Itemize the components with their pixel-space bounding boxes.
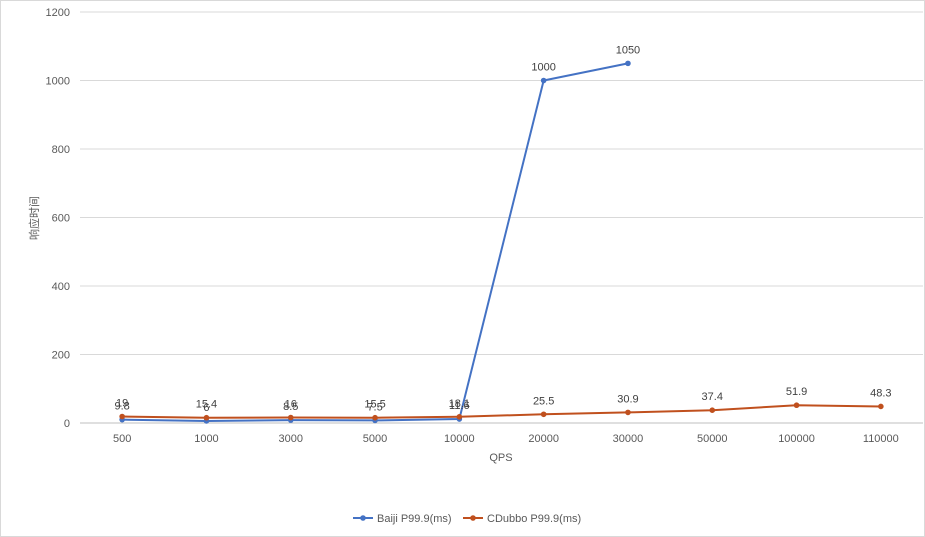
x-tick-label: 110000: [863, 433, 899, 445]
data-point: [372, 414, 378, 421]
y-tick-label: 1000: [46, 76, 70, 88]
data-label: 30.9: [617, 393, 638, 405]
x-tick-label: 3000: [279, 433, 303, 445]
data-label: 1050: [616, 44, 640, 56]
legend-label: Baiji P99.9(ms): [377, 513, 452, 525]
x-axis-ticks: 500 1000 3000 5000 10000 20000 30000 50000 10000…: [113, 433, 899, 445]
x-tick-label: 100000: [778, 433, 815, 445]
x-tick-label: 20000: [528, 433, 559, 445]
x-tick-label: 5000: [363, 433, 387, 445]
data-point: [625, 409, 631, 416]
data-point: [540, 411, 547, 418]
data-label: 19: [116, 397, 128, 409]
series-line-0: [122, 62, 629, 422]
data-point: [793, 402, 800, 409]
x-tick-label: 50000: [697, 433, 728, 445]
data-point: [287, 414, 294, 421]
legend-marker: [470, 515, 476, 521]
data-point: [119, 413, 125, 420]
data-label: 6: [203, 402, 209, 414]
data-label: 16: [285, 399, 297, 411]
legend-label: CDubbo P99.9(ms): [487, 513, 581, 525]
y-tick-label: 400: [52, 281, 70, 293]
y-tick-label: 800: [52, 144, 70, 156]
data-label: 15.4: [196, 399, 217, 411]
y-tick-label: 200: [52, 350, 70, 362]
x-axis-title: QPS: [489, 452, 512, 464]
legend-marker: [360, 515, 366, 521]
data-label: 51.9: [786, 386, 807, 398]
data-label: 37.4: [702, 391, 723, 403]
data-point: [878, 403, 884, 410]
data-point: [540, 77, 547, 84]
data-point: [456, 414, 463, 420]
data-point: [709, 407, 716, 413]
x-tick-label: 10000: [444, 433, 475, 445]
data-label: 11.6: [449, 400, 470, 412]
y-tick-label: 600: [52, 213, 70, 225]
x-tick-label: 500: [113, 433, 131, 445]
x-tick-label: 30000: [613, 433, 644, 445]
data-label: 9.8: [115, 401, 130, 413]
y-tick-label: 1200: [46, 7, 70, 19]
gridlines: [80, 11, 923, 424]
data-label: 25.5: [533, 395, 554, 407]
data-labels: 9.8 6 8.5 7.5 11.6 1000 1050 19 15.4 16 15.5 18.1 25…: [115, 44, 892, 414]
data-label: 8.5: [283, 401, 298, 413]
x-tick-label: 1000: [194, 433, 218, 445]
data-label: 15.5: [364, 399, 385, 411]
legend: Baiji P99.9(ms) CDubbo P99.9(ms): [353, 513, 581, 525]
series-line-1: [122, 404, 881, 419]
y-axis-ticks: 0 200 400 600 800 1000 1200: [46, 7, 70, 430]
data-point: [203, 414, 210, 421]
y-axis-title: 响应时间: [27, 196, 41, 240]
y-tick-label: 0: [64, 418, 70, 430]
series-group: [119, 60, 884, 424]
data-label: 18.1: [449, 398, 470, 410]
data-label: 1000: [531, 62, 555, 74]
data-point: [625, 60, 631, 67]
data-label: 48.3: [870, 387, 891, 399]
data-label: 7.5: [367, 401, 382, 413]
